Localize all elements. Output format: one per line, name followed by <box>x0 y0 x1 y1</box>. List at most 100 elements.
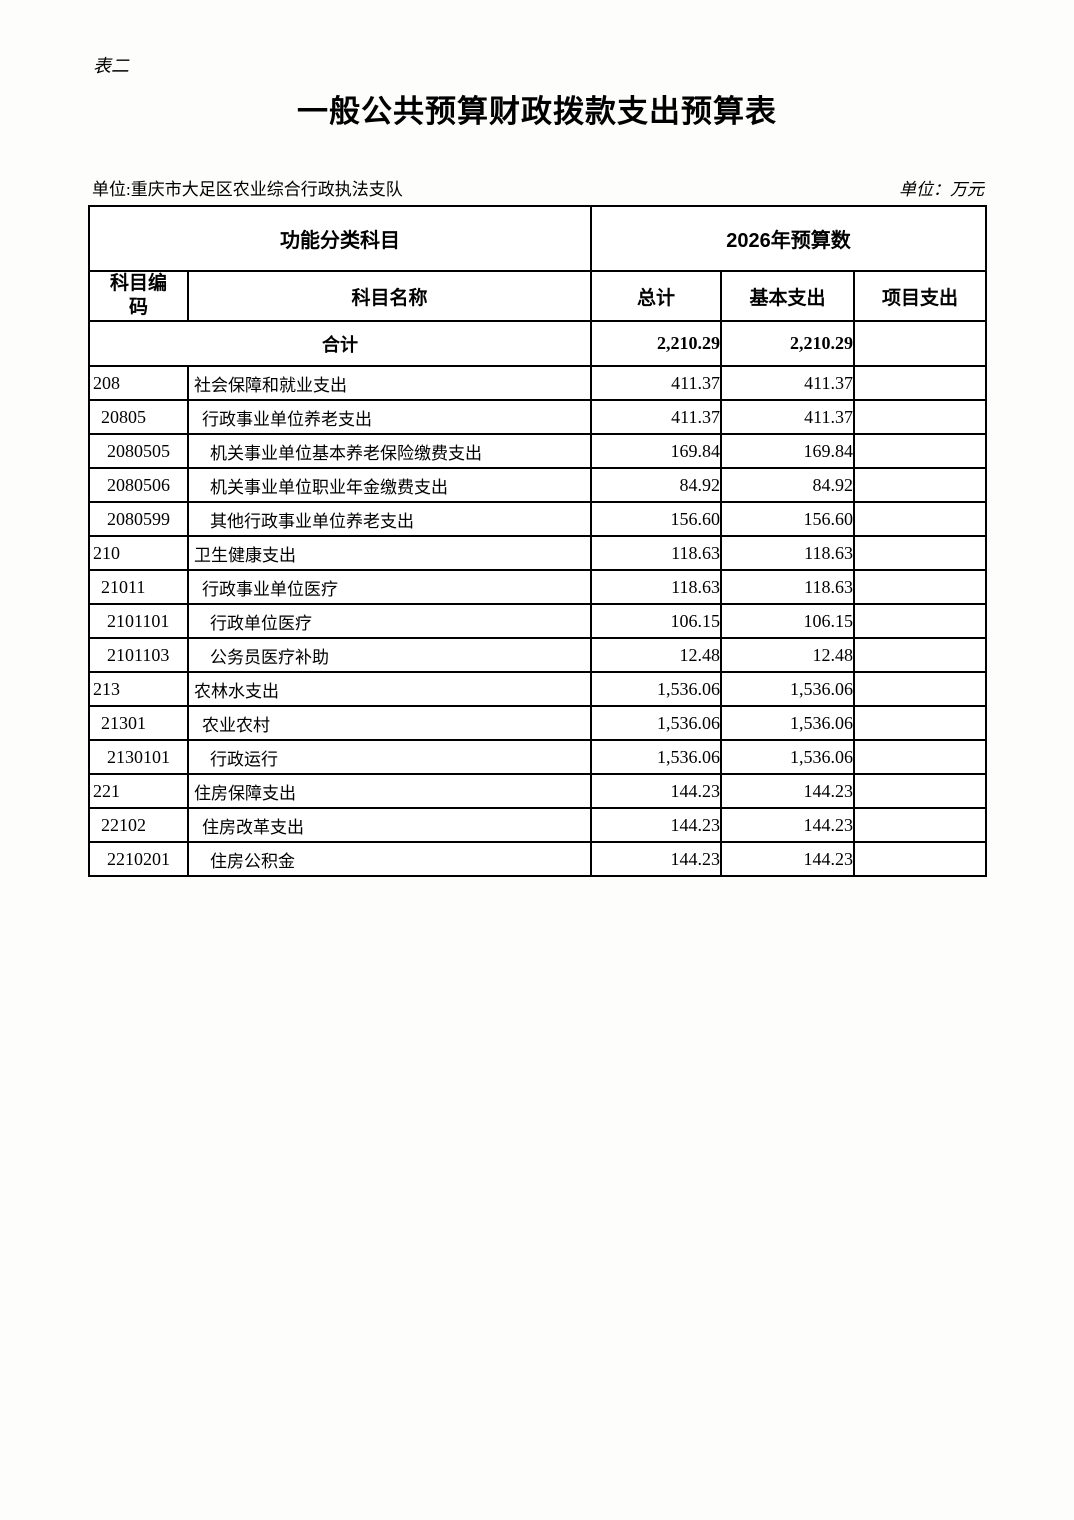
grand-total-row: 合计 2,210.29 2,210.29 <box>88 320 988 367</box>
table-header: 功能分类科目 2026年预算数 科目编码 科目名称 总计 基本支出 项目支出 <box>88 205 988 322</box>
total-value-cell: 118.63 <box>590 535 722 571</box>
subject-name-cell: 住房改革支出 <box>187 807 592 843</box>
subject-code-cell: 20805 <box>88 399 189 435</box>
subject-code-cell: 22102 <box>88 807 189 843</box>
header-subject-name: 科目名称 <box>187 270 592 322</box>
table-number-label: 表二 <box>93 56 129 76</box>
table-row: 2080505 机关事业单位基本养老保险缴费支出 169.84 169.84 <box>88 433 988 469</box>
table-row: 208 社会保障和就业支出 411.37 411.37 <box>88 365 988 401</box>
header-project-expenditure: 项目支出 <box>852 270 988 322</box>
project-value-cell <box>852 535 988 571</box>
table-row: 2080599 其他行政事业单位养老支出 156.60 156.60 <box>88 501 988 537</box>
project-value-cell <box>852 603 988 639</box>
subject-code-cell: 2080599 <box>88 501 189 537</box>
project-value-cell <box>852 637 988 673</box>
basic-value-cell: 1,536.06 <box>720 739 855 775</box>
page-title: 一般公共预算财政拨款支出预算表 <box>297 94 777 129</box>
header-subject-code-label: 科目编码 <box>109 273 167 318</box>
subject-code-cell: 2101101 <box>88 603 189 639</box>
table-row: 21011 行政事业单位医疗 118.63 118.63 <box>88 569 988 605</box>
header-budget-year: 2026年预算数 <box>589 205 988 272</box>
project-value-cell <box>852 501 988 537</box>
project-value-cell <box>852 365 988 401</box>
subject-code-cell: 21011 <box>88 569 189 605</box>
project-value-cell <box>852 671 988 707</box>
subject-name-cell: 机关事业单位职业年金缴费支出 <box>187 467 592 503</box>
subject-code-cell: 210 <box>88 535 189 571</box>
basic-value-cell: 118.63 <box>720 535 855 571</box>
total-value-cell: 169.84 <box>590 433 722 469</box>
subject-name-cell: 行政事业单位医疗 <box>187 569 592 605</box>
subject-name-cell: 行政运行 <box>187 739 592 775</box>
total-value-cell: 106.15 <box>590 603 722 639</box>
subject-code-cell: 213 <box>88 671 189 707</box>
subject-code-cell: 2210201 <box>88 841 189 877</box>
table-row: 2101101 行政单位医疗 106.15 106.15 <box>88 603 988 639</box>
basic-value-cell: 106.15 <box>720 603 855 639</box>
subject-code-cell: 2080506 <box>88 467 189 503</box>
project-value-cell <box>852 399 988 435</box>
project-value-cell <box>852 841 988 877</box>
header-total: 总计 <box>590 270 722 322</box>
table-row: 221 住房保障支出 144.23 144.23 <box>88 773 988 809</box>
basic-value-cell: 84.92 <box>720 467 855 503</box>
unit-line: 单位:重庆市大足区农业综合行政执法支队 单位：万元 <box>92 175 984 200</box>
project-value-cell <box>852 569 988 605</box>
total-value-cell: 1,536.06 <box>590 705 722 741</box>
basic-value-cell: 144.23 <box>720 807 855 843</box>
total-value-cell: 411.37 <box>590 365 722 401</box>
project-value-cell <box>852 705 988 741</box>
subject-code-cell: 2080505 <box>88 433 189 469</box>
header-group-row: 功能分类科目 2026年预算数 <box>88 205 988 272</box>
subject-code-cell: 2130101 <box>88 739 189 775</box>
total-value-cell: 144.23 <box>590 807 722 843</box>
total-value-cell: 1,536.06 <box>590 671 722 707</box>
basic-value-cell: 12.48 <box>720 637 855 673</box>
subject-name-cell: 卫生健康支出 <box>187 535 592 571</box>
basic-value-cell: 156.60 <box>720 501 855 537</box>
total-value-cell: 118.63 <box>590 569 722 605</box>
subject-code-cell: 208 <box>88 365 189 401</box>
grand-total-total: 2,210.29 <box>590 320 722 367</box>
organization-name: 单位:重庆市大足区农业综合行政执法支队 <box>92 180 403 199</box>
basic-value-cell: 144.23 <box>720 841 855 877</box>
project-value-cell <box>852 773 988 809</box>
table-row: 21301 农业农村 1,536.06 1,536.06 <box>88 705 988 741</box>
budget-table: 功能分类科目 2026年预算数 科目编码 科目名称 总计 基本支出 项目支出 合… <box>88 205 988 877</box>
subject-name-cell: 住房公积金 <box>187 841 592 877</box>
table-body: 合计 2,210.29 2,210.29 208 社会保障和就业支出 411.3… <box>88 320 988 877</box>
basic-value-cell: 118.63 <box>720 569 855 605</box>
table-row: 2080506 机关事业单位职业年金缴费支出 84.92 84.92 <box>88 467 988 503</box>
total-value-cell: 411.37 <box>590 399 722 435</box>
total-value-cell: 144.23 <box>590 773 722 809</box>
header-subject-code: 科目编码 <box>88 270 189 322</box>
subject-code-cell: 221 <box>88 773 189 809</box>
subject-name-cell: 其他行政事业单位养老支出 <box>187 501 592 537</box>
grand-total-label: 合计 <box>88 320 592 367</box>
total-value-cell: 12.48 <box>590 637 722 673</box>
grand-total-basic: 2,210.29 <box>720 320 855 367</box>
header-basic-expenditure: 基本支出 <box>720 270 855 322</box>
total-value-cell: 84.92 <box>590 467 722 503</box>
basic-value-cell: 144.23 <box>720 773 855 809</box>
subject-name-cell: 行政单位医疗 <box>187 603 592 639</box>
table-row: 2130101 行政运行 1,536.06 1,536.06 <box>88 739 988 775</box>
subject-name-cell: 机关事业单位基本养老保险缴费支出 <box>187 433 592 469</box>
subject-code-cell: 21301 <box>88 705 189 741</box>
subject-name-cell: 农林水支出 <box>187 671 592 707</box>
subject-name-cell: 行政事业单位养老支出 <box>187 399 592 435</box>
total-value-cell: 144.23 <box>590 841 722 877</box>
table-row: 210 卫生健康支出 118.63 118.63 <box>88 535 988 571</box>
project-value-cell <box>852 467 988 503</box>
basic-value-cell: 169.84 <box>720 433 855 469</box>
header-functional-classification: 功能分类科目 <box>88 205 592 272</box>
table-row: 213 农林水支出 1,536.06 1,536.06 <box>88 671 988 707</box>
table-row: 20805 行政事业单位养老支出 411.37 411.37 <box>88 399 988 435</box>
table-row: 22102 住房改革支出 144.23 144.23 <box>88 807 988 843</box>
project-value-cell <box>852 433 988 469</box>
subject-name-cell: 农业农村 <box>187 705 592 741</box>
basic-value-cell: 411.37 <box>720 365 855 401</box>
subject-name-cell: 住房保障支出 <box>187 773 592 809</box>
table-row: 2101103 公务员医疗补助 12.48 12.48 <box>88 637 988 673</box>
